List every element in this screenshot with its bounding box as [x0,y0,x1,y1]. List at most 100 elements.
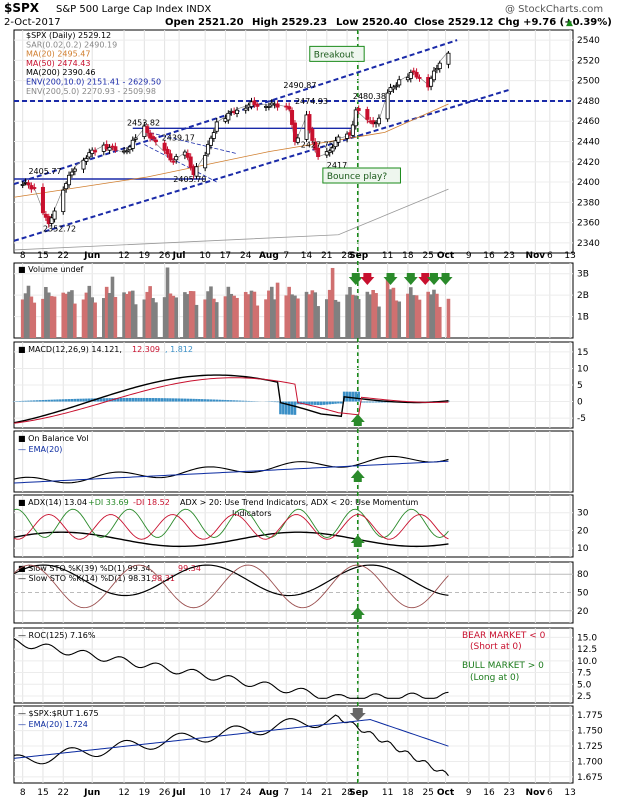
macd-hist-bar [372,402,375,403]
macd-hist-bar [213,400,216,402]
volume-bar [215,302,219,338]
candle-body [447,53,450,64]
x-tick-label: 7 [283,788,289,798]
x-tick-label: 25 [422,788,433,798]
candle-body [418,77,421,78]
macd-hist-bar [163,398,166,401]
candle-body [354,110,357,126]
x-tick-label: 9 [466,788,472,798]
x-tick-label: 18 [402,788,414,798]
y-tick-label: 1.750 [577,727,603,737]
ratio-title: — $SPX:$RUT 1.675 [18,709,99,718]
macd-hist-bar [184,399,187,402]
candle-body [296,138,299,142]
x-tick-label-top: 6 [547,251,553,261]
candle-body [175,157,178,160]
volume-bar [195,305,199,338]
macd-hist-bar [47,400,50,402]
candle-body [62,190,65,211]
y-tick-label: 2420 [577,158,600,168]
y-tick-label: 80 [577,570,589,580]
macd-hist-bar [247,401,250,402]
y-tick-label: 2460 [577,117,600,127]
x-tick-label-top: 14 [301,251,313,261]
macd-hist-bar [224,400,227,402]
candle-body [267,106,270,107]
x-tick-label: 19 [139,788,151,798]
candle-body [108,147,111,150]
macd-hist-bar [288,402,291,415]
y-tick-label: 2400 [577,178,600,188]
x-tick-label: Oct [437,788,455,798]
y-tick-label: 1.775 [577,711,603,721]
x-tick-label: Nov [526,788,546,798]
adx-plus-di-label: +DI 33.69 [88,498,129,507]
macd-hist-bar [120,398,123,402]
macd-hist-bar [18,401,21,402]
macd-hist-bar [169,398,172,401]
y-tick-label: 12.5 [577,645,597,655]
roc-note: (Long at 0) [470,673,519,683]
macd-hist-bar [123,398,126,402]
legend-item: $SPX (Daily) 2529.12 [26,31,111,40]
roc-note: (Short at 0) [470,642,522,652]
candle-body [412,71,415,72]
macd-hist-bar [349,392,352,402]
x-tick-label: 6 [547,788,553,798]
x-tick-label-top: 26 [159,251,171,261]
y-tick-label: 30 [577,509,589,519]
candle-body [392,87,395,89]
header-change: Chg +9.76 (+0.39%) [498,17,612,28]
macd-hist-bar [328,402,331,405]
x-tick-label-top: 9 [466,251,472,261]
candle-body [166,149,169,154]
macd-hist-bar [71,399,74,402]
volume-bar [296,298,300,338]
macd-hist-bar [53,400,56,402]
macd-hist-bar [152,398,155,402]
y-tick-label: 1B [577,313,589,323]
macd-hist-bar [186,399,189,402]
legend-item: MA(200) 2390.46 [26,68,96,77]
x-tick-label: Jun [83,788,100,798]
candle-body [244,108,247,110]
macd-hist-bar [320,402,323,406]
macd-hist-bar [242,401,245,402]
candle-body [235,110,238,113]
y-tick-label: -5 [577,414,586,424]
candle-body [151,137,154,139]
macd-hist-bar [129,398,132,402]
macd-hist-bar [76,399,79,402]
y-tick-label: 20 [577,607,589,617]
macd-hist-bar [166,398,169,401]
volume-bar [316,306,320,338]
macd-hist-bar [221,400,224,402]
macd-hist-bar [126,398,129,402]
macd-hist-bar [27,401,30,402]
macd-hist-bar [50,400,53,402]
macd-hist-bar [244,401,247,402]
macd-hist-bar [340,402,343,404]
volume-bar [447,299,451,338]
candle-body [357,108,360,110]
macd-hist-bar [218,400,221,402]
macd-hist-bar [276,402,279,403]
macd-hist-bar [334,402,337,404]
volume-bar [53,297,57,338]
macd-hist-bar [102,398,105,401]
macd-hist-bar [62,399,65,401]
candle-body [337,137,340,142]
macd-hist-bar [181,399,184,402]
macd-hist-bar [294,402,297,415]
x-tick-label-top: 22 [58,251,69,261]
candle-body [93,151,96,152]
volume-bar [154,302,158,338]
y-tick-label: 2380 [577,198,600,208]
macd-hist-bar [56,399,59,401]
x-tick-label-top: 16 [483,251,495,261]
x-tick-label: 24 [240,788,252,798]
macd-hist-bar [82,399,85,402]
macd-hist-bar [149,398,152,402]
y-tick-label: 2480 [577,97,600,107]
x-tick-label-top: 8 [20,251,26,261]
